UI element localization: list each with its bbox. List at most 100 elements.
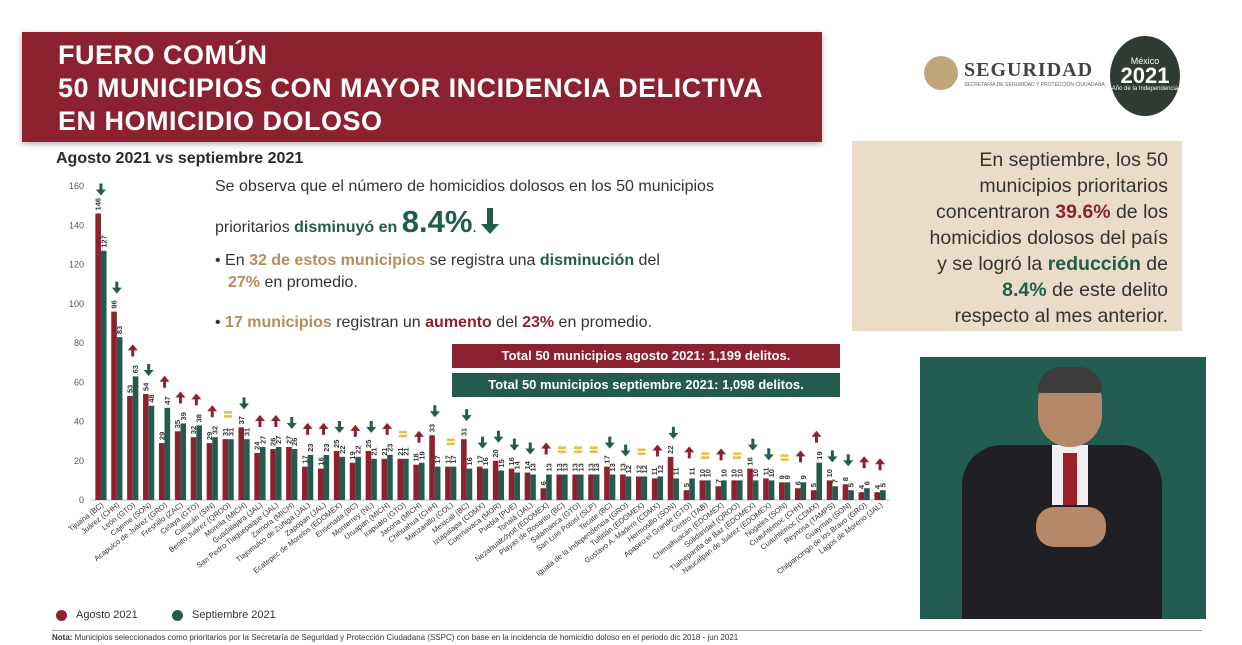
y-tick-label: 0 <box>79 495 84 505</box>
bar-august <box>333 450 340 500</box>
bar-september <box>657 476 664 500</box>
bar-august <box>858 492 865 500</box>
bar-september <box>562 474 568 500</box>
description-line-4: 27% en promedio. <box>228 274 358 292</box>
bar-september <box>387 454 393 500</box>
data-label-august: 6 <box>793 481 802 485</box>
bar-september <box>403 458 409 500</box>
bar-september <box>434 466 441 500</box>
bar-august <box>254 452 260 500</box>
bar-august <box>381 458 388 500</box>
bar-august <box>111 311 117 500</box>
title-line-3: EN HOMICIDIO DOLOSO <box>58 106 383 136</box>
up-arrow-icon <box>684 446 695 459</box>
bar-august <box>190 437 197 500</box>
down-arrow-icon <box>604 436 615 449</box>
bar-september <box>307 454 314 500</box>
bar-august <box>556 474 563 500</box>
data-label-august: 25 <box>332 440 341 448</box>
data-label-september: 11 <box>688 467 697 475</box>
data-label-september: 27 <box>258 436 267 444</box>
data-label-september: 12 <box>640 465 649 473</box>
bar-september <box>784 482 791 500</box>
bar-september <box>116 337 123 500</box>
data-label-august: 13 <box>555 463 564 471</box>
bar-september <box>323 454 330 500</box>
bar-august <box>588 474 594 500</box>
down-arrow-icon <box>239 397 250 410</box>
data-label-september: 16 <box>481 457 490 465</box>
data-label-august: 8 <box>841 477 850 481</box>
bar-august <box>604 466 610 500</box>
bar-september <box>498 470 505 500</box>
data-label-september: 22 <box>338 445 347 453</box>
bar-august <box>810 490 817 500</box>
bar-september <box>577 474 584 500</box>
down-arrow-icon <box>286 417 297 430</box>
description-decrease-label: disminuyó en <box>294 219 398 236</box>
bar-august <box>158 443 165 500</box>
description-line-5: • 17 municipios registran un aumento del… <box>215 314 652 332</box>
data-label-september: 127 <box>99 235 108 248</box>
equal-sign-icon <box>701 456 710 459</box>
up-arrow-icon <box>127 344 138 357</box>
bar-august <box>715 486 722 500</box>
bar-september <box>832 486 838 500</box>
total-september-banner: Total 50 municipios septiembre 2021: 1,0… <box>452 373 840 397</box>
data-label-september: 32 <box>211 426 220 434</box>
data-label-august: 27 <box>284 436 293 444</box>
equal-sign-icon <box>637 448 646 451</box>
equal-sign-icon <box>224 415 233 418</box>
bar-september <box>450 466 457 500</box>
bar-september <box>514 472 520 500</box>
bar-august <box>731 480 737 500</box>
legend-september-label: Septiembre 2021 <box>192 609 276 621</box>
footnote-text: Municipios seleccionados como prioritari… <box>72 633 739 642</box>
up-arrow-icon <box>413 430 424 443</box>
data-label-september: 48 <box>147 394 156 402</box>
data-label-september: 10 <box>703 469 712 477</box>
bar-september <box>609 474 616 500</box>
summary-text: y se logró la <box>937 253 1048 275</box>
y-tick-label: 160 <box>69 181 84 191</box>
description-text: del <box>634 252 660 269</box>
equal-sign-icon <box>701 452 710 455</box>
up-arrow-icon <box>191 393 202 406</box>
year-logo-text: 2021 <box>1120 63 1170 88</box>
up-arrow-icon <box>541 442 552 455</box>
data-label-august: 13 <box>571 463 580 471</box>
data-label-august: 29 <box>205 432 214 440</box>
description-text: . <box>472 219 477 236</box>
down-arrow-icon <box>843 454 854 467</box>
up-arrow-icon <box>811 430 822 443</box>
equal-sign-icon <box>732 456 741 459</box>
data-label-august: 6 <box>539 481 548 485</box>
summary-line: y se logró la reducción de <box>852 251 1168 277</box>
up-arrow-icon <box>859 456 870 469</box>
data-label-september: 19 <box>417 451 426 459</box>
down-arrow-icon <box>334 420 345 433</box>
data-label-september: 39 <box>179 412 188 420</box>
bar-august <box>683 490 690 500</box>
data-label-september: 9 <box>783 475 792 479</box>
bar-august <box>651 478 658 500</box>
title-line-2: 50 MUNICIPIOS CON MAYOR INCIDENCIA DELIC… <box>58 73 764 103</box>
equal-sign-icon <box>589 450 598 453</box>
year-logo-subtext: Año de la Independencia <box>1111 86 1179 92</box>
up-arrow-icon <box>175 391 186 404</box>
total-august-banner: Total 50 municipios agosto 2021: 1,199 d… <box>452 344 840 368</box>
up-arrow-icon <box>350 424 361 437</box>
bar-september <box>339 456 346 500</box>
bar-august <box>508 468 515 500</box>
data-label-august: 9 <box>777 475 786 479</box>
data-label-august: 19 <box>348 451 357 459</box>
bar-august <box>842 484 849 500</box>
bar-september <box>593 474 600 500</box>
summary-highlight-percent: 39.6% <box>1055 201 1111 223</box>
bar-september <box>641 476 648 500</box>
summary-line: respecto al mes anterior. <box>954 305 1168 327</box>
bar-september <box>212 437 218 500</box>
up-arrow-icon <box>652 444 663 457</box>
interpreter-tie <box>1063 453 1077 505</box>
footnote: Nota: Municipios seleccionados como prio… <box>52 633 738 642</box>
